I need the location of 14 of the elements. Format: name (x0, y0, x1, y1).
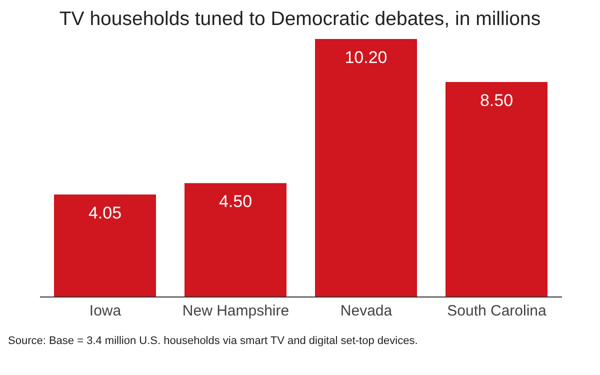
x-tick-label: Iowa (89, 302, 122, 320)
chart-title: TV households tuned to Democratic debates, in millions (58, 8, 542, 31)
data-label: 10.20 (344, 48, 388, 68)
bar (446, 82, 548, 297)
data-label: 4.05 (88, 204, 122, 223)
data-label: 4.50 (218, 192, 252, 212)
bar (184, 183, 286, 297)
data-label: 8.50 (480, 91, 514, 110)
source-note: Source: Base = 3.4 million U.S. households via smart TV and digital set-top devices. (8, 335, 419, 347)
x-tick-label: New Hampshire (182, 302, 290, 320)
bar (54, 194, 156, 297)
x-tick-label: South Carolina (447, 302, 548, 320)
x-tick-label: Nevada (340, 302, 393, 320)
bar (315, 39, 417, 297)
